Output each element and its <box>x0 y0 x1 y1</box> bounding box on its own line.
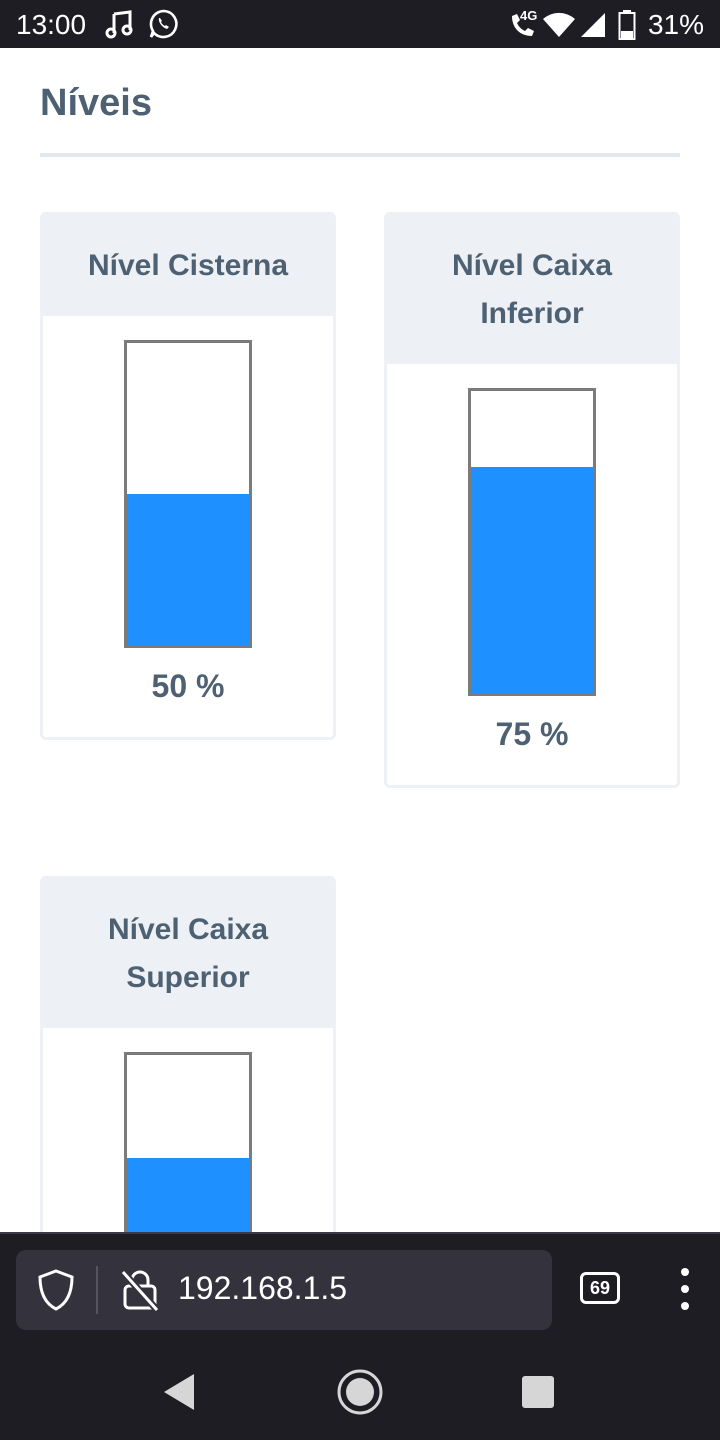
whatsapp-icon <box>149 9 178 39</box>
battery-icon <box>618 10 636 40</box>
level-gauge <box>468 388 596 696</box>
status-bar: 13:00 4G 31% <box>0 0 720 48</box>
level-fill <box>127 1157 249 1232</box>
shield-icon[interactable] <box>36 1268 76 1312</box>
level-gauge <box>124 1052 252 1232</box>
recents-icon[interactable] <box>522 1376 554 1408</box>
level-value: 75 % <box>495 716 569 752</box>
level-value: 50 % <box>151 668 225 704</box>
card-title: Nível Caixa Inferior <box>387 215 677 364</box>
insecure-lock-icon[interactable] <box>120 1268 160 1312</box>
title-divider <box>40 153 680 157</box>
network-type-label: 4G <box>520 8 538 23</box>
signal-icon <box>581 13 605 37</box>
card-title: Nível Cisterna <box>43 215 333 316</box>
music-note-icon <box>105 10 133 39</box>
url-text[interactable]: 192.168.1.5 <box>178 1270 348 1306</box>
level-card-cisterna: Nível Cisterna 50 % <box>40 212 336 740</box>
level-card-caixa-superior: Nível Caixa Superior <box>40 876 336 1232</box>
wifi-icon <box>543 12 575 37</box>
status-time: 13:00 <box>16 9 87 40</box>
card-title: Nível Caixa Superior <box>43 879 333 1028</box>
system-nav-bar <box>0 1344 720 1440</box>
level-fill <box>127 494 249 645</box>
level-card-caixa-inferior: Nível Caixa Inferior 75 % <box>384 212 680 788</box>
more-menu-icon[interactable] <box>676 1268 694 1310</box>
url-bar[interactable]: 192.168.1.5 <box>16 1250 552 1330</box>
level-gauge <box>124 340 252 648</box>
battery-percent: 31% <box>647 9 704 40</box>
page-content: Níveis Nível Cisterna 50 % Nível Caixa I… <box>0 48 720 1232</box>
page-title: Níveis <box>40 82 152 124</box>
volte-call-icon <box>512 14 534 36</box>
level-fill <box>471 466 593 693</box>
back-icon[interactable] <box>160 1372 196 1412</box>
tabs-icon[interactable]: 69 <box>580 1272 620 1304</box>
home-icon[interactable] <box>336 1368 384 1416</box>
browser-toolbar: 192.168.1.5 69 <box>0 1232 720 1344</box>
url-divider <box>96 1266 98 1314</box>
